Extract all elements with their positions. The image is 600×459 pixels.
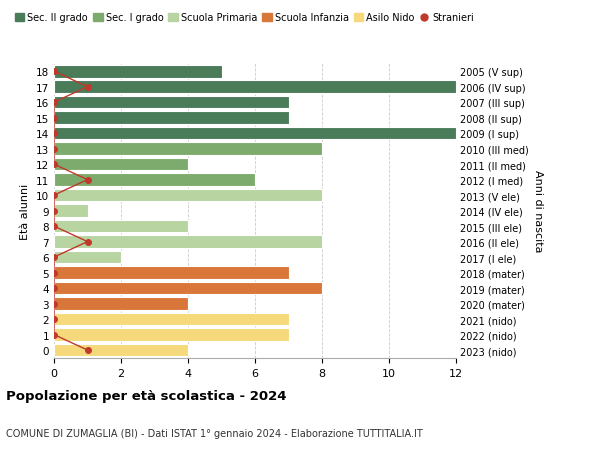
Bar bbox=[54, 297, 188, 310]
Bar bbox=[54, 128, 456, 140]
Bar bbox=[54, 158, 188, 171]
Bar bbox=[54, 251, 121, 264]
Bar bbox=[54, 313, 289, 326]
Bar bbox=[54, 267, 289, 280]
Bar bbox=[54, 329, 289, 341]
Legend: Sec. II grado, Sec. I grado, Scuola Primaria, Scuola Infanzia, Asilo Nido, Stran: Sec. II grado, Sec. I grado, Scuola Prim… bbox=[11, 10, 478, 27]
Bar bbox=[54, 282, 322, 295]
Bar bbox=[54, 174, 255, 186]
Bar bbox=[54, 143, 322, 156]
Bar bbox=[54, 205, 88, 218]
Text: Popolazione per età scolastica - 2024: Popolazione per età scolastica - 2024 bbox=[6, 389, 287, 403]
Bar bbox=[54, 220, 188, 233]
Text: COMUNE DI ZUMAGLIA (BI) - Dati ISTAT 1° gennaio 2024 - Elaborazione TUTTITALIA.I: COMUNE DI ZUMAGLIA (BI) - Dati ISTAT 1° … bbox=[6, 428, 423, 438]
Bar bbox=[54, 190, 322, 202]
Bar bbox=[54, 236, 322, 248]
Bar bbox=[54, 81, 456, 94]
Bar bbox=[54, 112, 289, 125]
Bar bbox=[54, 344, 188, 357]
Bar bbox=[54, 96, 289, 109]
Bar bbox=[54, 66, 221, 78]
Y-axis label: Anni di nascita: Anni di nascita bbox=[533, 170, 543, 252]
Y-axis label: Età alunni: Età alunni bbox=[20, 183, 31, 239]
